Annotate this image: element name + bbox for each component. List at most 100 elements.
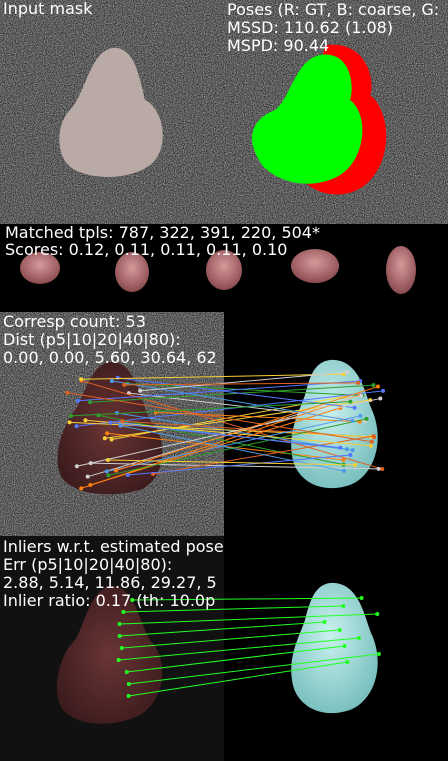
caption-line: Inliers w.r.t. estimated pose [3,537,224,556]
keypoint [376,652,381,656]
keypoint [105,457,110,462]
keypoint [358,413,363,418]
keypoint [359,393,364,398]
keypoint [380,466,385,471]
keypoint [88,400,93,405]
caption-line: MSSD: 110.62 (1.08) [227,18,393,37]
keypoint [322,620,327,624]
keypoint [88,482,93,487]
keypoint [341,604,346,608]
inlier [123,605,344,613]
keypoint [104,469,109,474]
keypoint [122,382,127,387]
keypoint [345,370,350,375]
keypoint [65,390,70,395]
keypoint [120,419,125,424]
caption-line: 0.00, 0.00, 5.60, 30.64, 62 [3,348,217,367]
keypoint [130,598,135,602]
keypoint [125,473,130,478]
keypoint [376,466,381,471]
keypoint [79,377,84,382]
keypoint [356,380,361,385]
inlier [132,597,362,601]
keypoint [352,405,357,410]
caption-line: MSPD: 90.44 [227,36,329,55]
correspondence [106,415,361,472]
inlier [119,613,378,625]
correspondence [76,390,384,427]
correspondence [111,380,353,422]
keypoint [359,596,364,600]
keypoint [96,413,101,418]
keypoint [109,437,114,442]
keypoint [353,463,358,468]
query-object [56,585,163,724]
keypoint [119,646,124,650]
keypoint [116,658,121,662]
correspondence [90,384,374,403]
correspondence [81,373,344,380]
keypoint [375,612,380,616]
keypoint [345,660,350,664]
inlier [128,653,379,685]
keypoint [375,384,380,389]
keypoint [67,420,72,425]
keypoint [364,416,369,421]
correspondence [117,377,355,409]
keypoint [342,644,347,648]
caption-line: Corresp count: 53 [3,312,146,331]
keypoint [369,439,374,444]
correspondence [124,382,359,386]
keypoint [109,378,114,383]
correspondence [71,401,351,417]
inlier [126,645,345,673]
inlier [119,621,325,637]
keypoint [117,622,122,626]
keypoint [114,468,119,473]
correspondence [127,454,351,476]
keypoint [344,447,349,452]
correspondence [85,419,371,447]
keypoint [74,464,79,469]
keypoint [338,445,343,450]
keypoint [337,628,342,632]
panel-text: Input mask [3,0,93,18]
keypoint [108,420,113,425]
panel-text: Matched tpls: 787, 322, 391, 220, 504*Sc… [5,223,320,259]
keypoint [124,670,129,674]
keypoint [357,636,362,640]
labels: Input mask Poses (R: GT, B: coarse, G:MSS… [3,0,439,610]
caption-line: Input mask [3,0,93,18]
correspondence [108,418,367,476]
correspondence [115,386,379,472]
correspondence [67,392,372,443]
inlier [118,637,360,661]
keypoint [341,372,346,377]
correspondence [155,411,360,423]
inlier [128,661,348,697]
caption-line: Matched tpls: 787, 322, 391, 220, 504* [5,223,320,242]
keypoint [371,383,376,388]
keypoint [105,431,110,436]
keypoint [348,453,353,458]
keypoint [381,388,386,393]
keypoint [378,396,383,401]
correspondence [98,414,344,466]
correspondence [107,459,356,466]
keypoint [153,410,158,415]
template-object [291,582,378,714]
keypoint [350,418,355,423]
keypoint [350,448,355,453]
correspondence-lines [65,370,386,698]
correspondence [140,371,348,392]
correspondence [90,407,341,486]
keypoint [74,424,79,429]
keypoint [69,413,74,418]
keypoint [102,436,107,441]
keypoint [126,682,131,686]
estimated-pose [252,54,363,184]
keypoint [85,474,90,479]
keypoint [121,610,126,614]
